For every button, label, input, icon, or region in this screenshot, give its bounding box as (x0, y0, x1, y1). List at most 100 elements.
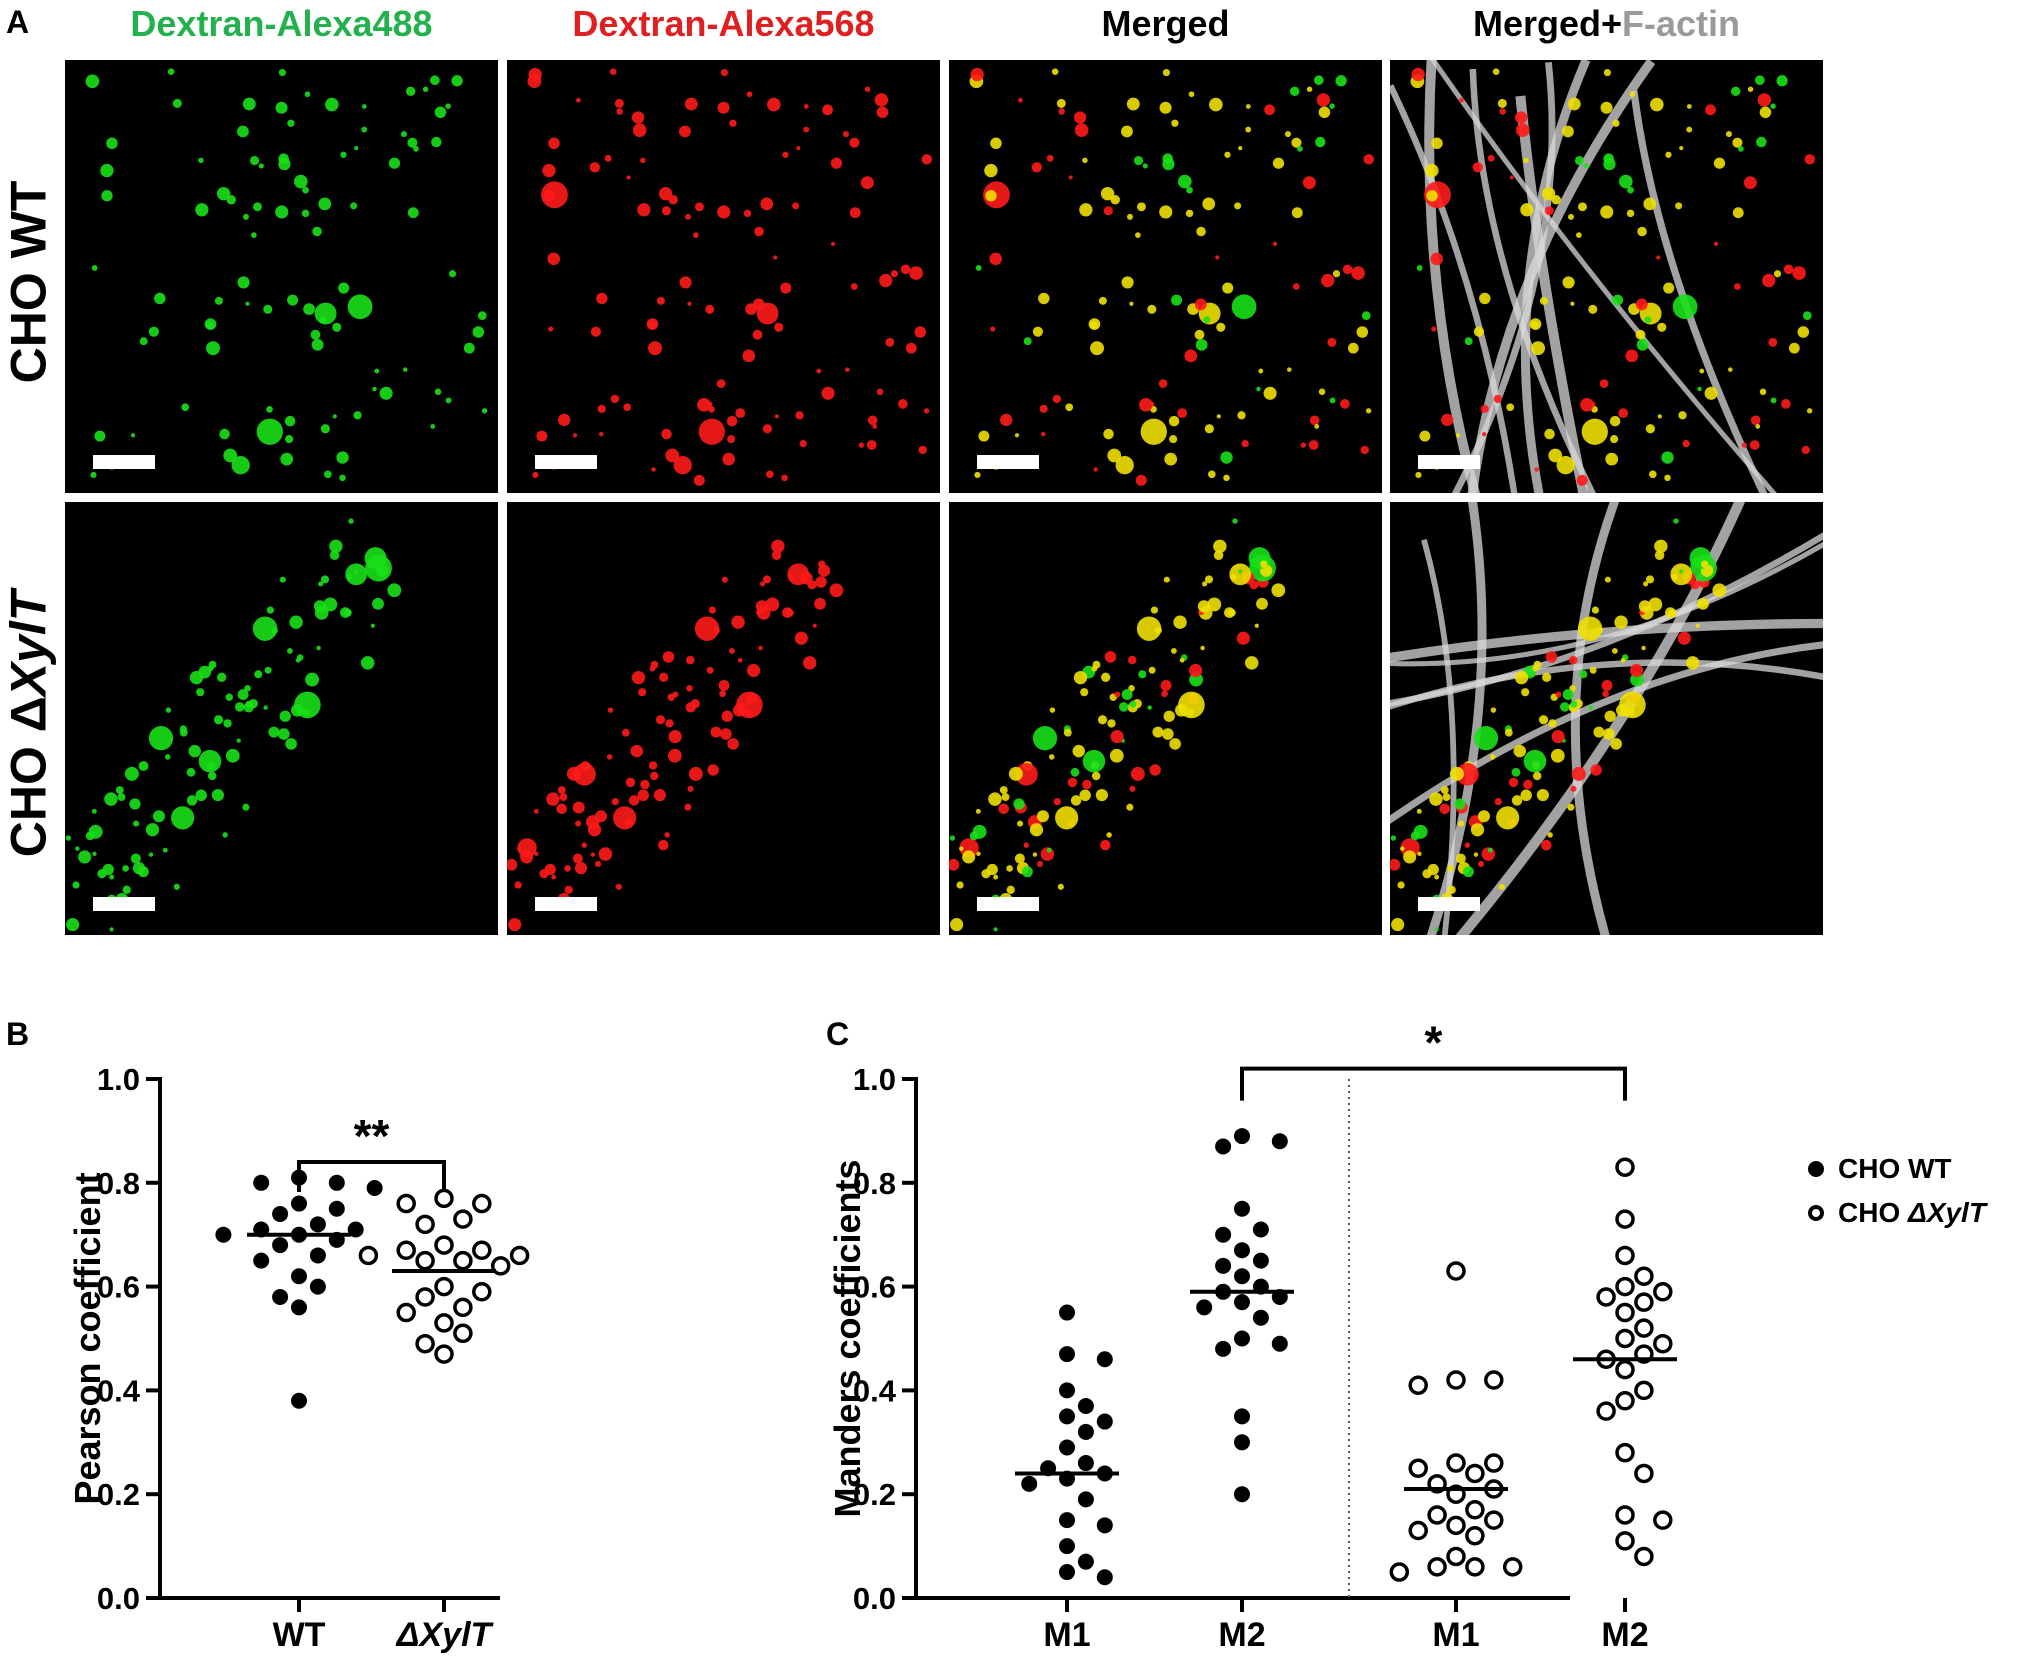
fluorescent-punctum (668, 730, 682, 744)
micrograph-image (969, 67, 1374, 486)
fluorescent-punctum (286, 647, 293, 654)
fluorescent-punctum (782, 607, 793, 618)
fluorescent-punctum (318, 197, 332, 211)
data-point-open (396, 1302, 416, 1323)
fluorescent-punctum (1504, 728, 1513, 737)
data-point-filled (1021, 1475, 1038, 1492)
data-point-open (1634, 1546, 1654, 1567)
fluorescent-punctum (1704, 386, 1718, 400)
fluorescent-punctum (66, 918, 80, 932)
fluorescent-punctum (1682, 439, 1690, 448)
fluorescent-punctum (1570, 785, 1577, 792)
fluorescent-punctum (295, 658, 301, 663)
actin-fiber (1451, 61, 1556, 493)
fluorescent-punctum (1473, 326, 1484, 337)
fluorescent-punctum (92, 851, 97, 856)
fluorescent-punctum (792, 202, 800, 210)
fluorescent-punctum (921, 154, 932, 165)
manders-chart-svg: 0.0 0.2 0.4 0.6 0.8 1.0 Manders coefficients M1… (827, 1017, 1677, 1654)
fluorescent-punctum (1403, 850, 1417, 864)
fluorescent-punctum (1220, 451, 1233, 464)
fluorescent-punctum (572, 853, 583, 864)
data-point-filled (1271, 1335, 1288, 1352)
fluorescent-punctum (477, 311, 487, 320)
fluorescent-punctum (1203, 316, 1211, 324)
fluorescent-punctum (1611, 647, 1618, 654)
fluorescent-punctum (1013, 798, 1025, 810)
fluorescent-punctum (1456, 763, 1479, 786)
fluorescent-punctum (1514, 111, 1528, 124)
fluorescent-punctum (988, 792, 1002, 806)
fluorescent-punctum (1636, 338, 1649, 351)
fluorescent-punctum (189, 670, 204, 685)
fluorescent-punctum (989, 252, 1003, 266)
fluorescent-punctum (353, 411, 362, 420)
fluorescent-punctum (803, 104, 809, 109)
fluorescent-punctum (130, 853, 141, 864)
fluorescent-punctum (628, 795, 640, 806)
fluorescent-punctum (1657, 414, 1662, 419)
fluorescent-punctum (348, 518, 354, 524)
fluorescent-punctum (1185, 209, 1194, 218)
data-point-open (434, 1188, 454, 1209)
fluorescent-punctum (1429, 792, 1443, 806)
fluorescent-punctum (1508, 777, 1519, 788)
fluorescent-punctum (345, 563, 368, 586)
y-axis-label: Manders coefficients (827, 1159, 868, 1517)
fluorescent-punctum (244, 685, 251, 692)
fluorescent-punctum (1073, 670, 1088, 685)
fluorescent-punctum (1673, 518, 1679, 524)
fluorescent-punctum (818, 560, 826, 568)
fluorescent-punctum (1159, 205, 1173, 219)
fluorescent-punctum (661, 206, 671, 216)
fluorescent-punctum (649, 665, 656, 672)
fluorescent-punctum (780, 282, 792, 294)
fluorescent-punctum (726, 415, 738, 427)
fluorescent-punctum (1479, 292, 1491, 305)
data-point-filled (291, 1392, 307, 1409)
micrograph-image (527, 67, 932, 486)
fluorescent-punctum (1017, 820, 1024, 827)
row-label-gene: XylT (0, 590, 57, 697)
fluorescent-punctum (1163, 576, 1170, 583)
fluorescent-punctum (673, 456, 692, 475)
fluorescent-punctum (659, 672, 669, 682)
fluorescent-punctum (1100, 186, 1115, 201)
fluorescent-punctum (167, 68, 175, 75)
fluorescent-punctum (242, 97, 256, 111)
data-point-open (396, 1193, 416, 1214)
fluorescent-punctum (104, 792, 118, 806)
fluorescent-punctum (631, 670, 646, 685)
data-point-filled (1215, 1340, 1232, 1357)
fluorescent-punctum (133, 820, 140, 827)
fluorescent-punctum (625, 777, 636, 788)
fluorescent-punctum (909, 266, 923, 280)
fluorescent-punctum (1581, 418, 1608, 445)
fluorescent-punctum (918, 445, 927, 455)
fluorescent-punctum (1743, 176, 1757, 190)
fluorescent-punctum (100, 163, 114, 178)
data-point-filled (253, 1252, 270, 1269)
fluorescent-punctum (1732, 207, 1744, 219)
fluorescent-punctum (1449, 766, 1464, 781)
fluorescent-punctum (332, 322, 342, 332)
fluorescent-punctum (1055, 806, 1079, 830)
fluorescent-punctum (1657, 322, 1667, 332)
fluorescent-punctum (1602, 690, 1609, 698)
fluorescent-punctum (653, 788, 666, 802)
fluorescent-punctum (198, 749, 222, 773)
fluorescent-punctum (1321, 273, 1335, 288)
data-point-open (1446, 1515, 1466, 1536)
data-point-filled (1096, 1517, 1113, 1534)
fluorescent-punctum (1678, 411, 1687, 420)
fluorescent-punctum (172, 98, 182, 108)
column-label-merged-factin: Merged+ F-actin (1390, 0, 1823, 48)
data-point-filled (1059, 1564, 1075, 1581)
fluorescent-punctum (1263, 386, 1277, 400)
fluorescent-punctum (1148, 666, 1156, 674)
data-point-filled (1234, 1268, 1250, 1285)
scale-bar (1418, 455, 1480, 469)
fluorescent-punctum (1126, 97, 1140, 111)
fluorescent-punctum (287, 119, 295, 127)
fluorescent-punctum (350, 202, 358, 210)
